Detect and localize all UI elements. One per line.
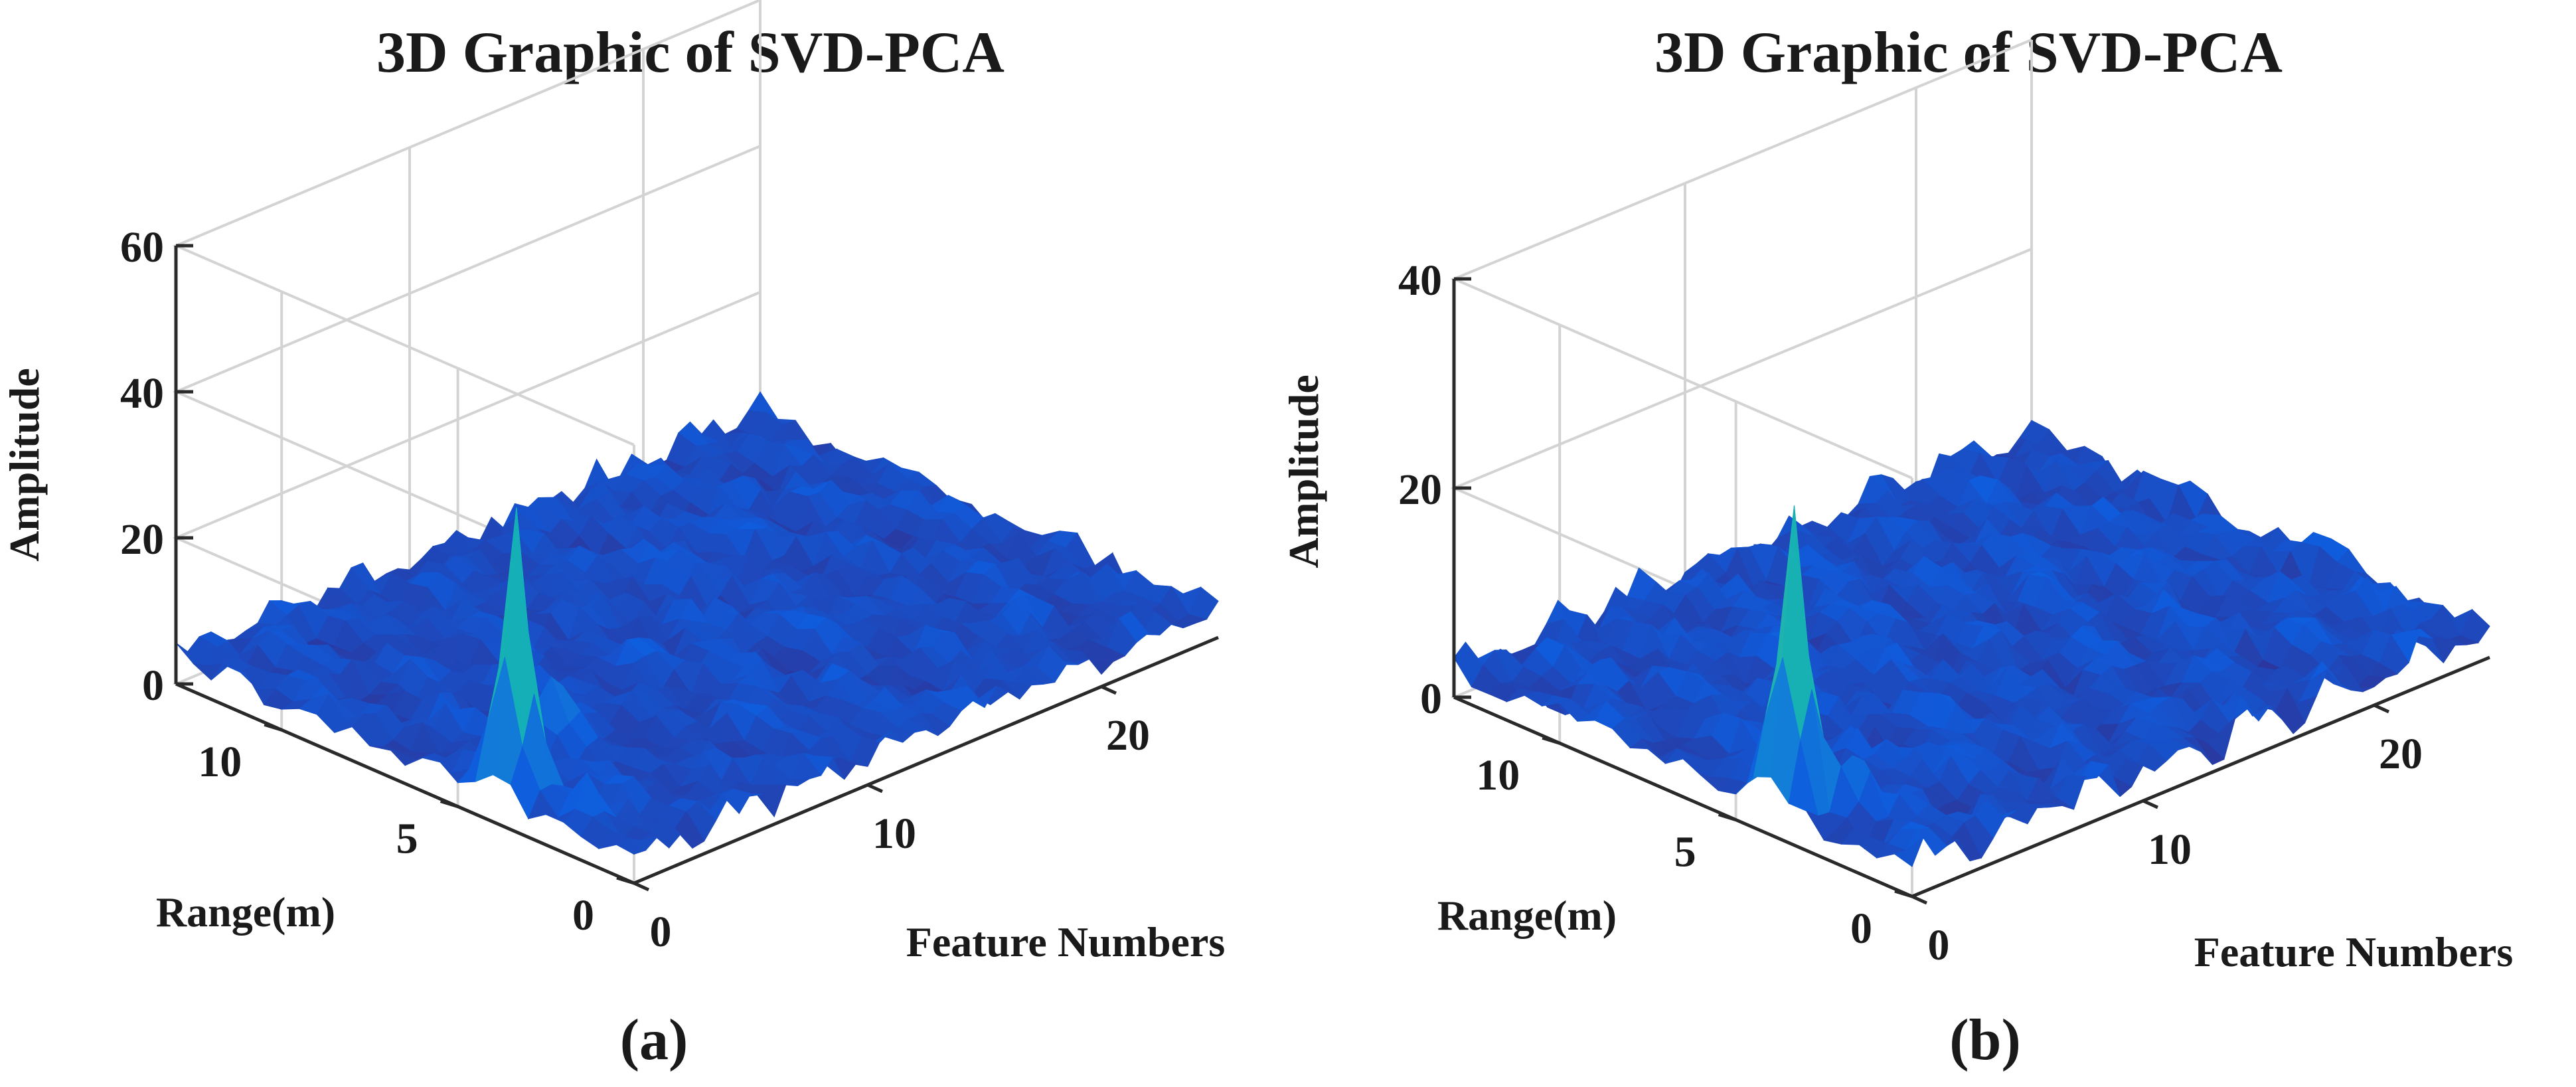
z-tick-label: 20 bbox=[120, 515, 164, 564]
z-gridline bbox=[1450, 39, 2032, 479]
y-tick-mark bbox=[1718, 813, 1737, 822]
y-tick-label: 10 bbox=[1476, 751, 1520, 799]
surface-plot-a: 3D Graphic of SVD-PCA 0 10 20 0 5 10 0 20 40 60 Amp… bbox=[1, 0, 1225, 965]
x-tick-mark bbox=[866, 783, 884, 794]
y-tick-label: 10 bbox=[198, 738, 242, 786]
y-axis bbox=[175, 682, 635, 885]
x-tick-label: 10 bbox=[872, 809, 916, 858]
y-tick-label: 5 bbox=[1674, 828, 1696, 877]
x-axis-label: Feature Numbers bbox=[906, 918, 1226, 965]
chart-title: 3D Graphic of SVD-PCA bbox=[1654, 21, 2283, 85]
x-tick-label: 10 bbox=[2148, 825, 2192, 874]
x-axis bbox=[633, 635, 1219, 885]
z-axis-label: Amplitude bbox=[1280, 375, 1327, 568]
surface bbox=[175, 391, 1219, 855]
panel-label-b: (b) bbox=[1949, 1008, 2021, 1072]
y-axis-label: Range(m) bbox=[156, 888, 335, 936]
x-tick-label: 0 bbox=[1928, 921, 1950, 969]
y-tick-label: 0 bbox=[572, 891, 594, 940]
surface-plot-b: 3D Graphic of SVD-PCA 0 10 20 0 5 10 0 20 40 Ampli… bbox=[1280, 21, 2513, 975]
surface bbox=[1453, 420, 2490, 867]
x-tick-label: 20 bbox=[1106, 711, 1150, 760]
x-tick-mark bbox=[2142, 799, 2159, 809]
y-tick-label: 5 bbox=[396, 815, 418, 863]
x-tick-mark bbox=[1911, 894, 1928, 905]
z-tick-label: 60 bbox=[120, 223, 164, 272]
y-tick-mark bbox=[264, 722, 282, 732]
z-axis-label: Amplitude bbox=[1, 368, 48, 562]
y-tick-mark bbox=[1542, 736, 1560, 745]
x-axis-label: Feature Numbers bbox=[2194, 928, 2514, 975]
x-tick-mark bbox=[2373, 703, 2390, 714]
z-tick-label: 40 bbox=[120, 369, 164, 418]
y-tick-mark bbox=[616, 876, 635, 885]
panel-label-a: (a) bbox=[620, 1008, 688, 1072]
z-tick-label: 20 bbox=[1398, 465, 1442, 514]
x-tick-mark bbox=[633, 881, 650, 892]
y-axis-label: Range(m) bbox=[1437, 892, 1617, 939]
y-tick-mark bbox=[440, 799, 459, 809]
surface-patch bbox=[615, 837, 647, 855]
z-tick-label: 40 bbox=[1398, 256, 1442, 305]
x-tick-label: 0 bbox=[650, 908, 672, 956]
chart-title: 3D Graphic of SVD-PCA bbox=[376, 21, 1005, 85]
z-tick-label: 0 bbox=[142, 661, 164, 710]
x-tick-mark bbox=[1100, 685, 1117, 695]
x-axis bbox=[1911, 655, 2490, 898]
surface-patch bbox=[1893, 835, 1925, 867]
y-axis bbox=[1453, 695, 1913, 898]
y-tick-label: 0 bbox=[1850, 904, 1872, 953]
x-tick-label: 20 bbox=[2379, 730, 2423, 778]
y-tick-mark bbox=[1894, 889, 1913, 898]
z-tick-label: 0 bbox=[1420, 675, 1442, 723]
